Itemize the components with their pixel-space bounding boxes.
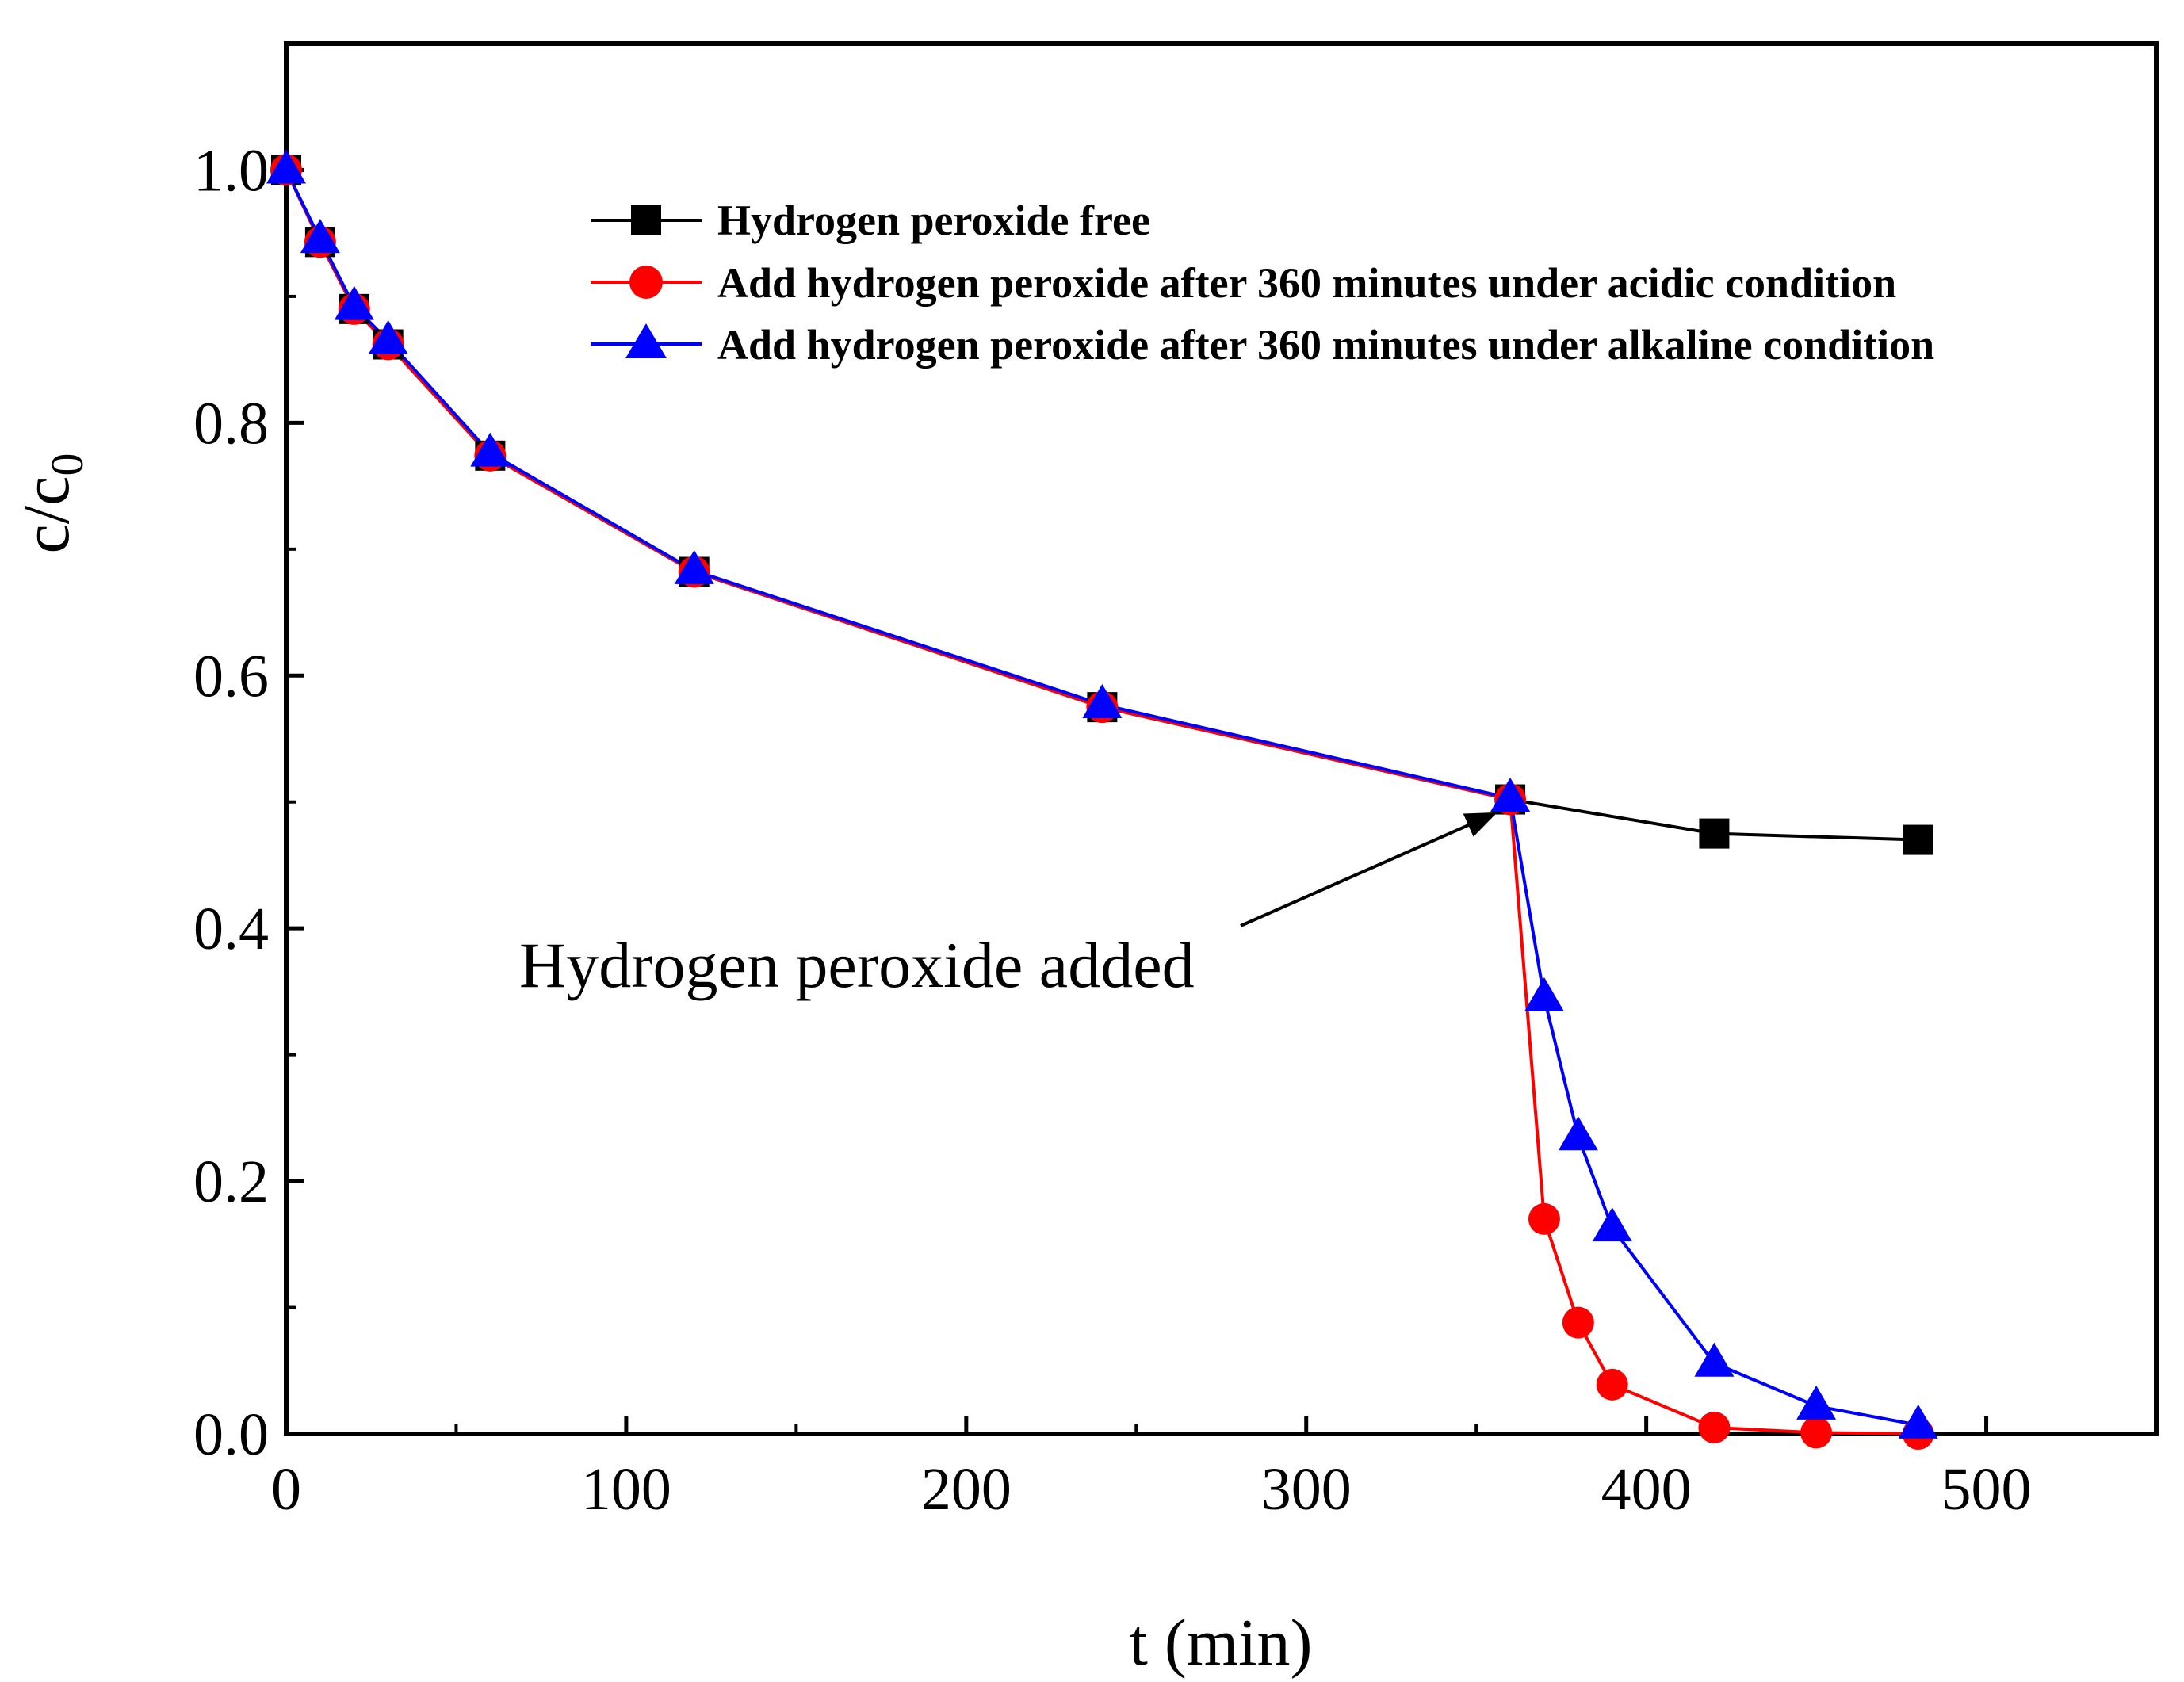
legend-marker-triangle — [625, 323, 667, 358]
legend-marker-square — [631, 205, 661, 235]
axis-ticks: 0 100 200 300 400 500 0.0 0.2 0.4 0.6 0.8 1.0 — [193, 42, 2032, 1523]
x-tick-label-100: 100 — [581, 1456, 671, 1523]
y-tick-label-0.6: 0.6 — [193, 643, 269, 709]
legend-marker-circle — [629, 266, 663, 299]
data-point-s2-2 — [334, 285, 374, 320]
data-point-s0-8 — [1699, 818, 1730, 849]
annotation-arrow — [1240, 812, 1497, 927]
plot-frame — [284, 41, 2159, 1436]
data-point-s0-9 — [1903, 824, 1933, 855]
data-point-s1-12 — [1800, 1416, 1833, 1449]
data-point-s2-0 — [266, 149, 306, 184]
legend-label-acidic: Add hydrogen peroxide after 360 minutes … — [717, 259, 1896, 307]
data-point-s2-13 — [1898, 1404, 1938, 1439]
data-point-s2-9 — [1558, 1116, 1598, 1151]
y-tick-label-0.8: 0.8 — [193, 390, 269, 457]
data-point-s2-10 — [1592, 1207, 1632, 1242]
annotation-text: Hydrogen peroxide added — [519, 929, 1195, 1001]
legend-label-alkaline: Add hydrogen peroxide after 360 minutes … — [717, 321, 1934, 369]
data-point-s2-11 — [1694, 1342, 1735, 1377]
y-axis-title-main: c/c — [10, 476, 83, 554]
legend: Hydrogen peroxide free Add hydrogen pero… — [591, 197, 1934, 369]
x-tick-label-200: 200 — [921, 1456, 1012, 1523]
legend-entry-acidic: Add hydrogen peroxide after 360 minutes … — [591, 259, 1896, 307]
data-point-s2-6 — [1082, 683, 1123, 718]
data-point-s1-9 — [1562, 1306, 1594, 1339]
y-axis-title: c/c0 — [10, 453, 93, 554]
y-tick-label-1.0: 1.0 — [193, 137, 269, 204]
x-tick-label-300: 300 — [1261, 1456, 1352, 1523]
annotation: Hydrogen peroxide added — [519, 812, 1497, 1001]
y-tick-label-0.0: 0.0 — [193, 1401, 269, 1468]
data-point-s1-10 — [1596, 1368, 1628, 1401]
x-tick-label-400: 400 — [1601, 1456, 1692, 1523]
data-point-s1-11 — [1698, 1412, 1731, 1444]
legend-entry-alkaline: Add hydrogen peroxide after 360 minutes … — [591, 321, 1934, 369]
data-point-s2-8 — [1524, 977, 1564, 1011]
x-tick-label-0: 0 — [271, 1456, 301, 1523]
y-tick-label-0.4: 0.4 — [193, 896, 269, 962]
data-point-s1-8 — [1528, 1202, 1560, 1235]
series-markers — [266, 149, 1938, 1450]
x-tick-label-500: 500 — [1941, 1456, 2032, 1523]
x-axis-title: t (min) — [1130, 1606, 1313, 1680]
data-point-s2-3 — [368, 319, 408, 354]
legend-label-free: Hydrogen peroxide free — [717, 197, 1150, 244]
data-point-s2-5 — [674, 549, 714, 584]
y-tick-label-0.2: 0.2 — [193, 1149, 269, 1215]
data-point-s2-12 — [1796, 1385, 1837, 1420]
legend-entry-free: Hydrogen peroxide free — [591, 197, 1150, 244]
y-axis-title-subscript: 0 — [41, 453, 93, 476]
data-point-s2-4 — [470, 432, 511, 467]
data-point-s2-7 — [1490, 777, 1531, 812]
data-point-s2-1 — [300, 219, 340, 254]
